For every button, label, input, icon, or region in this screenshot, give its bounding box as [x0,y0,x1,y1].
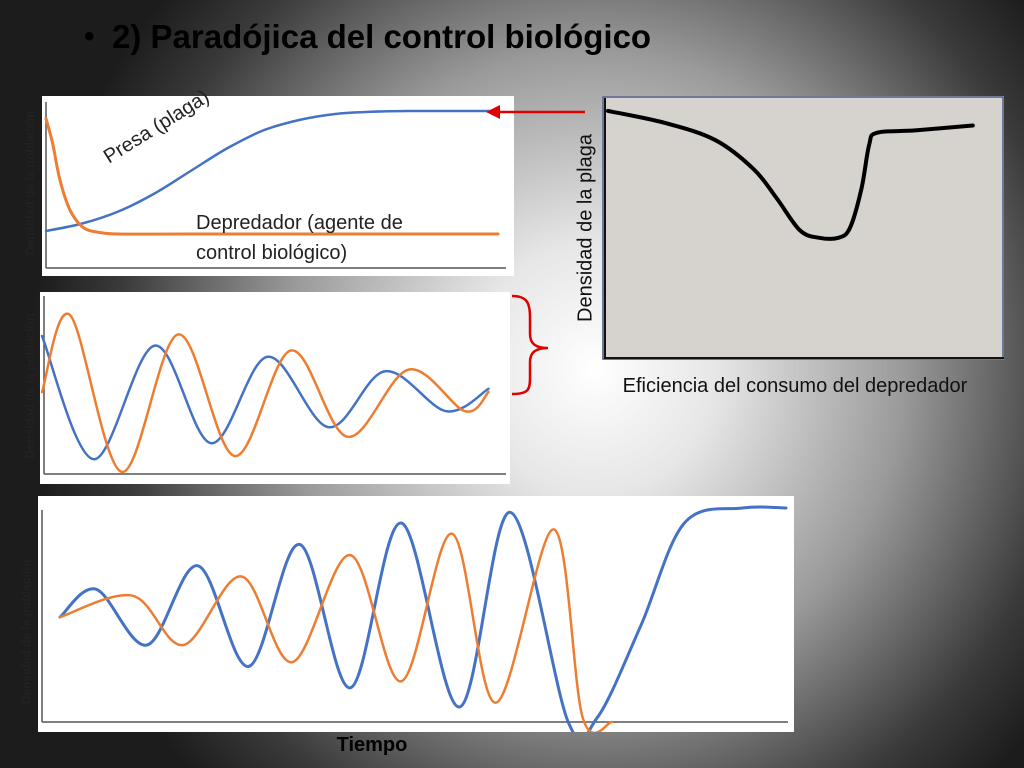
damped-prey-line [40,334,490,461]
efficiency-x-label: Eficiencia del consumo del depredador [622,375,968,397]
title-bullet: • [84,20,95,53]
stable-panel: Presa (plaga) Depredador (agente de cont… [42,86,514,276]
red-brace [511,294,549,396]
stable-y-label: Densidad de la población [23,110,37,256]
divergent-panel [38,496,794,732]
divergent-y-label: Densidad de la población [19,559,33,705]
stable-predator-line [44,117,500,236]
predator-annotation-text: Depredador (agente de control biológico) [196,212,403,264]
efficiency-bg [602,96,1004,360]
slide-title-text: 2) Paradójica del control biológico [112,18,652,55]
divergent-chart [41,505,788,732]
stable-prey-line [44,109,500,233]
damped-predator-line [40,312,490,474]
efficiency-line [606,108,975,241]
predator-annotation: Depredador (agente de control biológico) [196,208,456,268]
divergent-predator-line [58,528,614,732]
efficiency-panel [602,96,1004,360]
efficiency-y-label: Densidad de la plaga [574,134,597,322]
stable-chart [44,102,506,269]
damped-chart [40,296,506,475]
time-label: Tiempo [336,734,408,756]
damped-y-label: Densidad de la población [23,313,37,459]
efficiency-chart [602,96,1004,360]
divergent-prey-line [58,505,788,732]
damped-panel [40,292,510,484]
slide-title: 2) Paradójica del control biológico [112,18,651,56]
